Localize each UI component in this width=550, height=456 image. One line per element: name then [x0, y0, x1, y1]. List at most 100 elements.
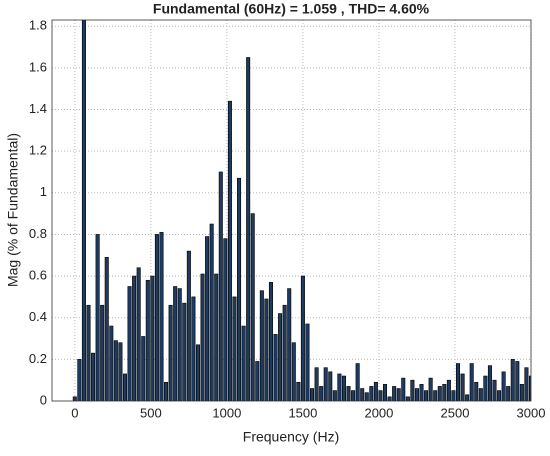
bar [282, 304, 287, 401]
bar [396, 388, 401, 401]
x-tick-label: 2500 [441, 405, 470, 420]
bar [492, 379, 497, 401]
y-tick-label: 1.6 [29, 59, 47, 74]
x-tick-label: 2000 [364, 405, 393, 420]
bar [104, 257, 109, 401]
x-tick-label: 1500 [288, 405, 317, 420]
y-tick-label: 0.4 [29, 309, 47, 324]
bar [478, 388, 483, 401]
bar [246, 57, 251, 401]
x-tick-label: 3000 [517, 405, 546, 420]
bar [72, 396, 77, 401]
bar [424, 390, 429, 401]
bar [255, 361, 260, 401]
bar [164, 381, 169, 401]
bar [524, 367, 529, 401]
bar [113, 340, 118, 401]
x-tick-label: 500 [140, 405, 162, 420]
bar [314, 367, 319, 401]
bar [300, 275, 305, 401]
y-tick-label: 0.8 [29, 226, 47, 241]
bar [506, 386, 511, 401]
bar [209, 223, 214, 401]
bar [205, 236, 210, 401]
bar [91, 352, 96, 401]
bar [515, 361, 520, 401]
bar [387, 396, 392, 401]
bar [81, 20, 86, 401]
bar [296, 381, 301, 401]
bar [214, 273, 219, 401]
bar [474, 381, 479, 401]
bar [328, 371, 333, 401]
bar [259, 290, 264, 401]
bar [150, 275, 155, 401]
bar [437, 386, 442, 401]
bar [310, 388, 315, 401]
y-axis-label: Mag (% of Fundamental) [5, 133, 21, 287]
bar [392, 386, 397, 401]
bar [159, 232, 164, 401]
bar [145, 279, 150, 401]
bar [227, 100, 232, 401]
bar [501, 371, 506, 401]
bar [100, 304, 105, 401]
bar [433, 390, 438, 401]
axes-box [51, 19, 532, 402]
bar [95, 234, 100, 401]
bar [528, 375, 531, 401]
bar [405, 396, 410, 401]
y-tick-label: 0.2 [29, 351, 47, 366]
x-tick-label: 0 [71, 405, 78, 420]
bar [442, 384, 447, 401]
y-tick-label: 1.2 [29, 143, 47, 158]
bar [154, 234, 159, 401]
bar [410, 379, 415, 401]
bar [414, 388, 419, 401]
x-axis-label: Frequency (Hz) [243, 429, 339, 445]
bar [132, 275, 137, 401]
bar [223, 238, 228, 401]
bar [323, 367, 328, 401]
bar [287, 288, 292, 401]
y-tick-label: 1.4 [29, 101, 47, 116]
bar [364, 392, 369, 401]
bar [487, 365, 492, 401]
bar [86, 304, 91, 401]
y-tick-label: 1.8 [29, 18, 47, 33]
bar [109, 325, 114, 401]
bar [268, 282, 273, 401]
bar [241, 325, 246, 401]
bar [460, 373, 465, 401]
bar [319, 386, 324, 401]
bar [200, 273, 205, 401]
bar [383, 384, 388, 401]
bar [195, 344, 200, 401]
bar [191, 296, 196, 401]
y-tick-label: 0.6 [29, 268, 47, 283]
bar [182, 302, 187, 401]
y-tick-label: 1 [40, 184, 47, 199]
bar [250, 213, 255, 401]
bar [173, 286, 178, 401]
bar [446, 379, 451, 401]
bar [401, 377, 406, 401]
bar [337, 373, 342, 401]
plot-area [52, 20, 531, 401]
bar [291, 342, 296, 401]
bar [218, 171, 223, 401]
x-tick-label: 1000 [212, 405, 241, 420]
bar [177, 288, 182, 401]
bar [373, 381, 378, 401]
bar [355, 363, 360, 401]
bar [369, 386, 374, 401]
y-tick-label: 0 [40, 392, 47, 407]
bar [332, 390, 337, 401]
bar [273, 334, 278, 401]
bar [346, 386, 351, 401]
bar [264, 298, 269, 401]
bar [497, 390, 502, 401]
bar [519, 384, 524, 401]
bar [168, 304, 173, 401]
bar [77, 359, 82, 401]
